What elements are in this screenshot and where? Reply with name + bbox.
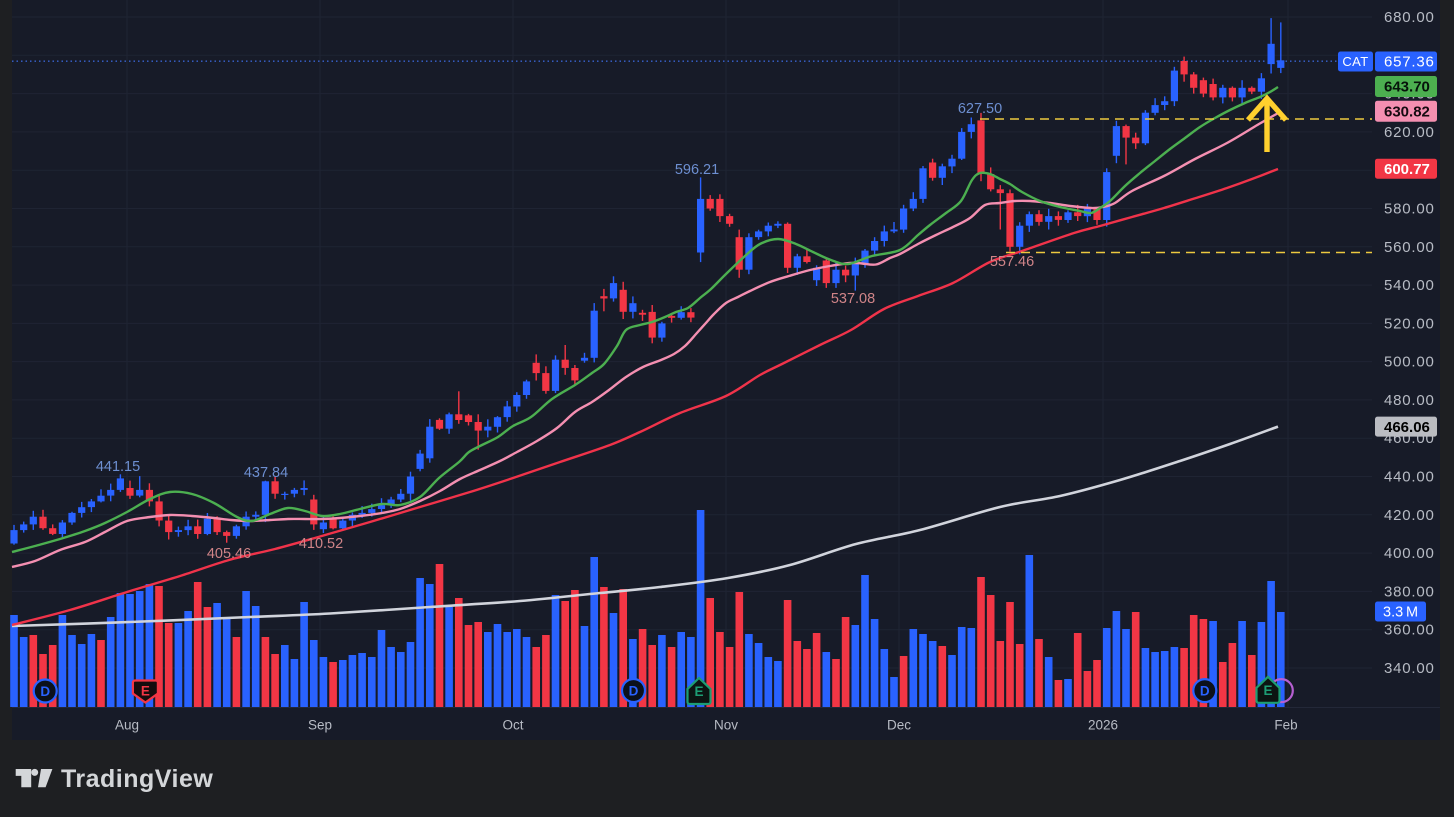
- svg-text:2026: 2026: [1088, 718, 1118, 733]
- svg-text:557.46: 557.46: [990, 254, 1034, 270]
- svg-text:540.00: 540.00: [1384, 277, 1435, 294]
- svg-text:440.00: 440.00: [1384, 469, 1435, 486]
- svg-text:D: D: [629, 684, 639, 699]
- svg-text:657.36: 657.36: [1384, 54, 1435, 71]
- svg-text:TradingView: TradingView: [61, 765, 213, 793]
- svg-text:D: D: [1200, 684, 1210, 699]
- svg-text:630.82: 630.82: [1384, 103, 1430, 120]
- svg-text:643.70: 643.70: [1384, 79, 1430, 96]
- svg-text:Feb: Feb: [1274, 718, 1297, 733]
- svg-text:E: E: [1263, 683, 1272, 698]
- svg-text:680.00: 680.00: [1384, 9, 1435, 26]
- svg-text:500.00: 500.00: [1384, 354, 1435, 371]
- svg-text:Oct: Oct: [502, 718, 523, 733]
- svg-text:520.00: 520.00: [1384, 315, 1435, 332]
- svg-text:560.00: 560.00: [1384, 239, 1435, 256]
- svg-text:D: D: [40, 684, 50, 699]
- svg-text:E: E: [694, 684, 703, 699]
- svg-text:Dec: Dec: [887, 718, 911, 733]
- svg-text:E: E: [141, 684, 150, 699]
- svg-text:CAT: CAT: [1342, 54, 1368, 69]
- svg-text:Sep: Sep: [308, 718, 332, 733]
- svg-text:441.15: 441.15: [96, 459, 140, 475]
- svg-text:600.77: 600.77: [1384, 161, 1430, 178]
- svg-text:400.00: 400.00: [1384, 545, 1435, 562]
- svg-text:620.00: 620.00: [1384, 124, 1435, 141]
- svg-text:3.3 M: 3.3 M: [1383, 605, 1418, 621]
- svg-text:480.00: 480.00: [1384, 392, 1435, 409]
- svg-text:380.00: 380.00: [1384, 583, 1435, 600]
- svg-text:437.84: 437.84: [244, 465, 288, 481]
- svg-text:420.00: 420.00: [1384, 507, 1435, 524]
- svg-text:537.08: 537.08: [831, 291, 875, 307]
- svg-text:466.06: 466.06: [1384, 419, 1430, 436]
- svg-text:627.50: 627.50: [958, 101, 1002, 117]
- svg-text:410.52: 410.52: [299, 536, 343, 552]
- svg-text:Nov: Nov: [714, 718, 738, 733]
- svg-text:360.00: 360.00: [1384, 622, 1435, 639]
- svg-text:340.00: 340.00: [1384, 660, 1435, 677]
- svg-text:405.46: 405.46: [207, 546, 251, 562]
- svg-text:580.00: 580.00: [1384, 201, 1435, 218]
- svg-text:596.21: 596.21: [675, 162, 719, 178]
- svg-text:Aug: Aug: [115, 718, 139, 733]
